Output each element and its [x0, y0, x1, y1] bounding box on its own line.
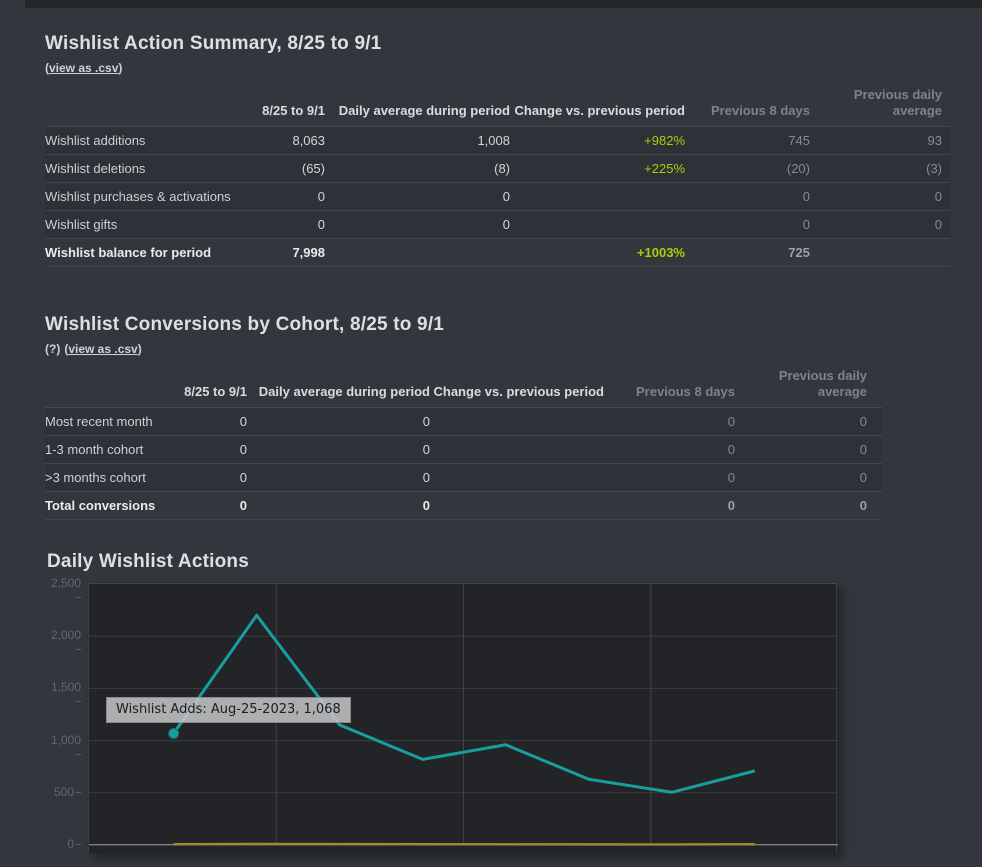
col-change: Change vs. previous period — [430, 360, 604, 408]
table-row: 1-3 month cohort 0 0 0 0 — [45, 435, 882, 464]
daily-wishlist-actions-section: Daily Wishlist Actions 2,500 2,000 1,500… — [45, 520, 982, 853]
col-prev-daily: Previous daily average — [735, 360, 882, 408]
cohort-csv-link[interactable]: (view as .csv) — [64, 342, 142, 356]
daily-wishlist-actions-chart: 2,500 2,000 1,500 1,000 500 0 — [45, 576, 982, 853]
cohort-help-link[interactable]: (?) — [45, 342, 61, 356]
chart-tooltip: Wishlist Adds: Aug-25-2023, 1,068 — [106, 697, 351, 723]
y-axis-tick: 1,500 — [45, 680, 81, 708]
summary-header-row: 8/25 to 9/1 Daily average during period … — [45, 79, 950, 127]
cohort-header-row: 8/25 to 9/1 Daily average during period … — [45, 360, 882, 408]
chart-plot-area[interactable]: Wishlist Adds: Aug-25-2023, 1,068 — [88, 583, 838, 853]
hovered-point-marker — [168, 728, 180, 740]
table-row: Wishlist purchases & activations 0 0 0 0 — [45, 182, 950, 211]
y-axis-tick: 1,000 — [45, 733, 81, 761]
cohort-csv-line: (?) (view as .csv) — [45, 342, 982, 356]
col-period: 8/25 to 9/1 — [147, 360, 247, 408]
wishlist-conversions-section: Wishlist Conversions by Cohort, 8/25 to … — [45, 267, 982, 520]
table-row: Wishlist gifts 0 0 0 0 — [45, 210, 950, 239]
summary-title: Wishlist Action Summary, 8/25 to 9/1 — [45, 33, 382, 54]
col-prev8: Previous 8 days — [604, 360, 735, 408]
wishlist-deletes-line — [173, 842, 755, 846]
y-axis-tick: 0 — [45, 837, 81, 851]
table-row-total: Total conversions 0 0 0 0 — [45, 491, 882, 520]
col-prev-daily: Previous daily average — [810, 79, 950, 127]
cohort-title: Wishlist Conversions by Cohort, 8/25 to … — [45, 314, 445, 335]
table-row: Most recent month 0 0 0 0 — [45, 407, 882, 436]
y-axis-tick: 500 — [45, 785, 81, 799]
col-daily-avg: Daily average during period — [325, 79, 510, 127]
summary-csv-line: (view as .csv) — [45, 61, 982, 75]
y-axis-tick: 2,500 — [45, 576, 81, 604]
wishlist-action-summary-section: Wishlist Action Summary, 8/25 to 9/1 (vi… — [45, 0, 982, 267]
table-row: >3 months cohort 0 0 0 0 — [45, 463, 882, 492]
top-divider-bar — [25, 0, 982, 8]
chart-title: Daily Wishlist Actions — [47, 551, 250, 572]
wishlist-adds-line — [172, 613, 756, 794]
table-row-balance: Wishlist balance for period 7,998 +1003%… — [45, 238, 950, 267]
col-prev8: Previous 8 days — [685, 79, 810, 127]
table-row: Wishlist additions 8,063 1,008 +982% 745… — [45, 126, 950, 155]
wishlist-conversions-table: 8/25 to 9/1 Daily average during period … — [45, 360, 882, 520]
col-daily-avg: Daily average during period — [247, 360, 430, 408]
wishlist-action-summary-table: 8/25 to 9/1 Daily average during period … — [45, 79, 950, 267]
y-axis-tick: 2,000 — [45, 628, 81, 656]
table-row: Wishlist deletions (65) (8) +225% (20) (… — [45, 154, 950, 183]
summary-csv-link[interactable]: (view as .csv) — [45, 61, 123, 75]
col-change: Change vs. previous period — [510, 79, 685, 127]
col-period: 8/25 to 9/1 — [210, 79, 325, 127]
